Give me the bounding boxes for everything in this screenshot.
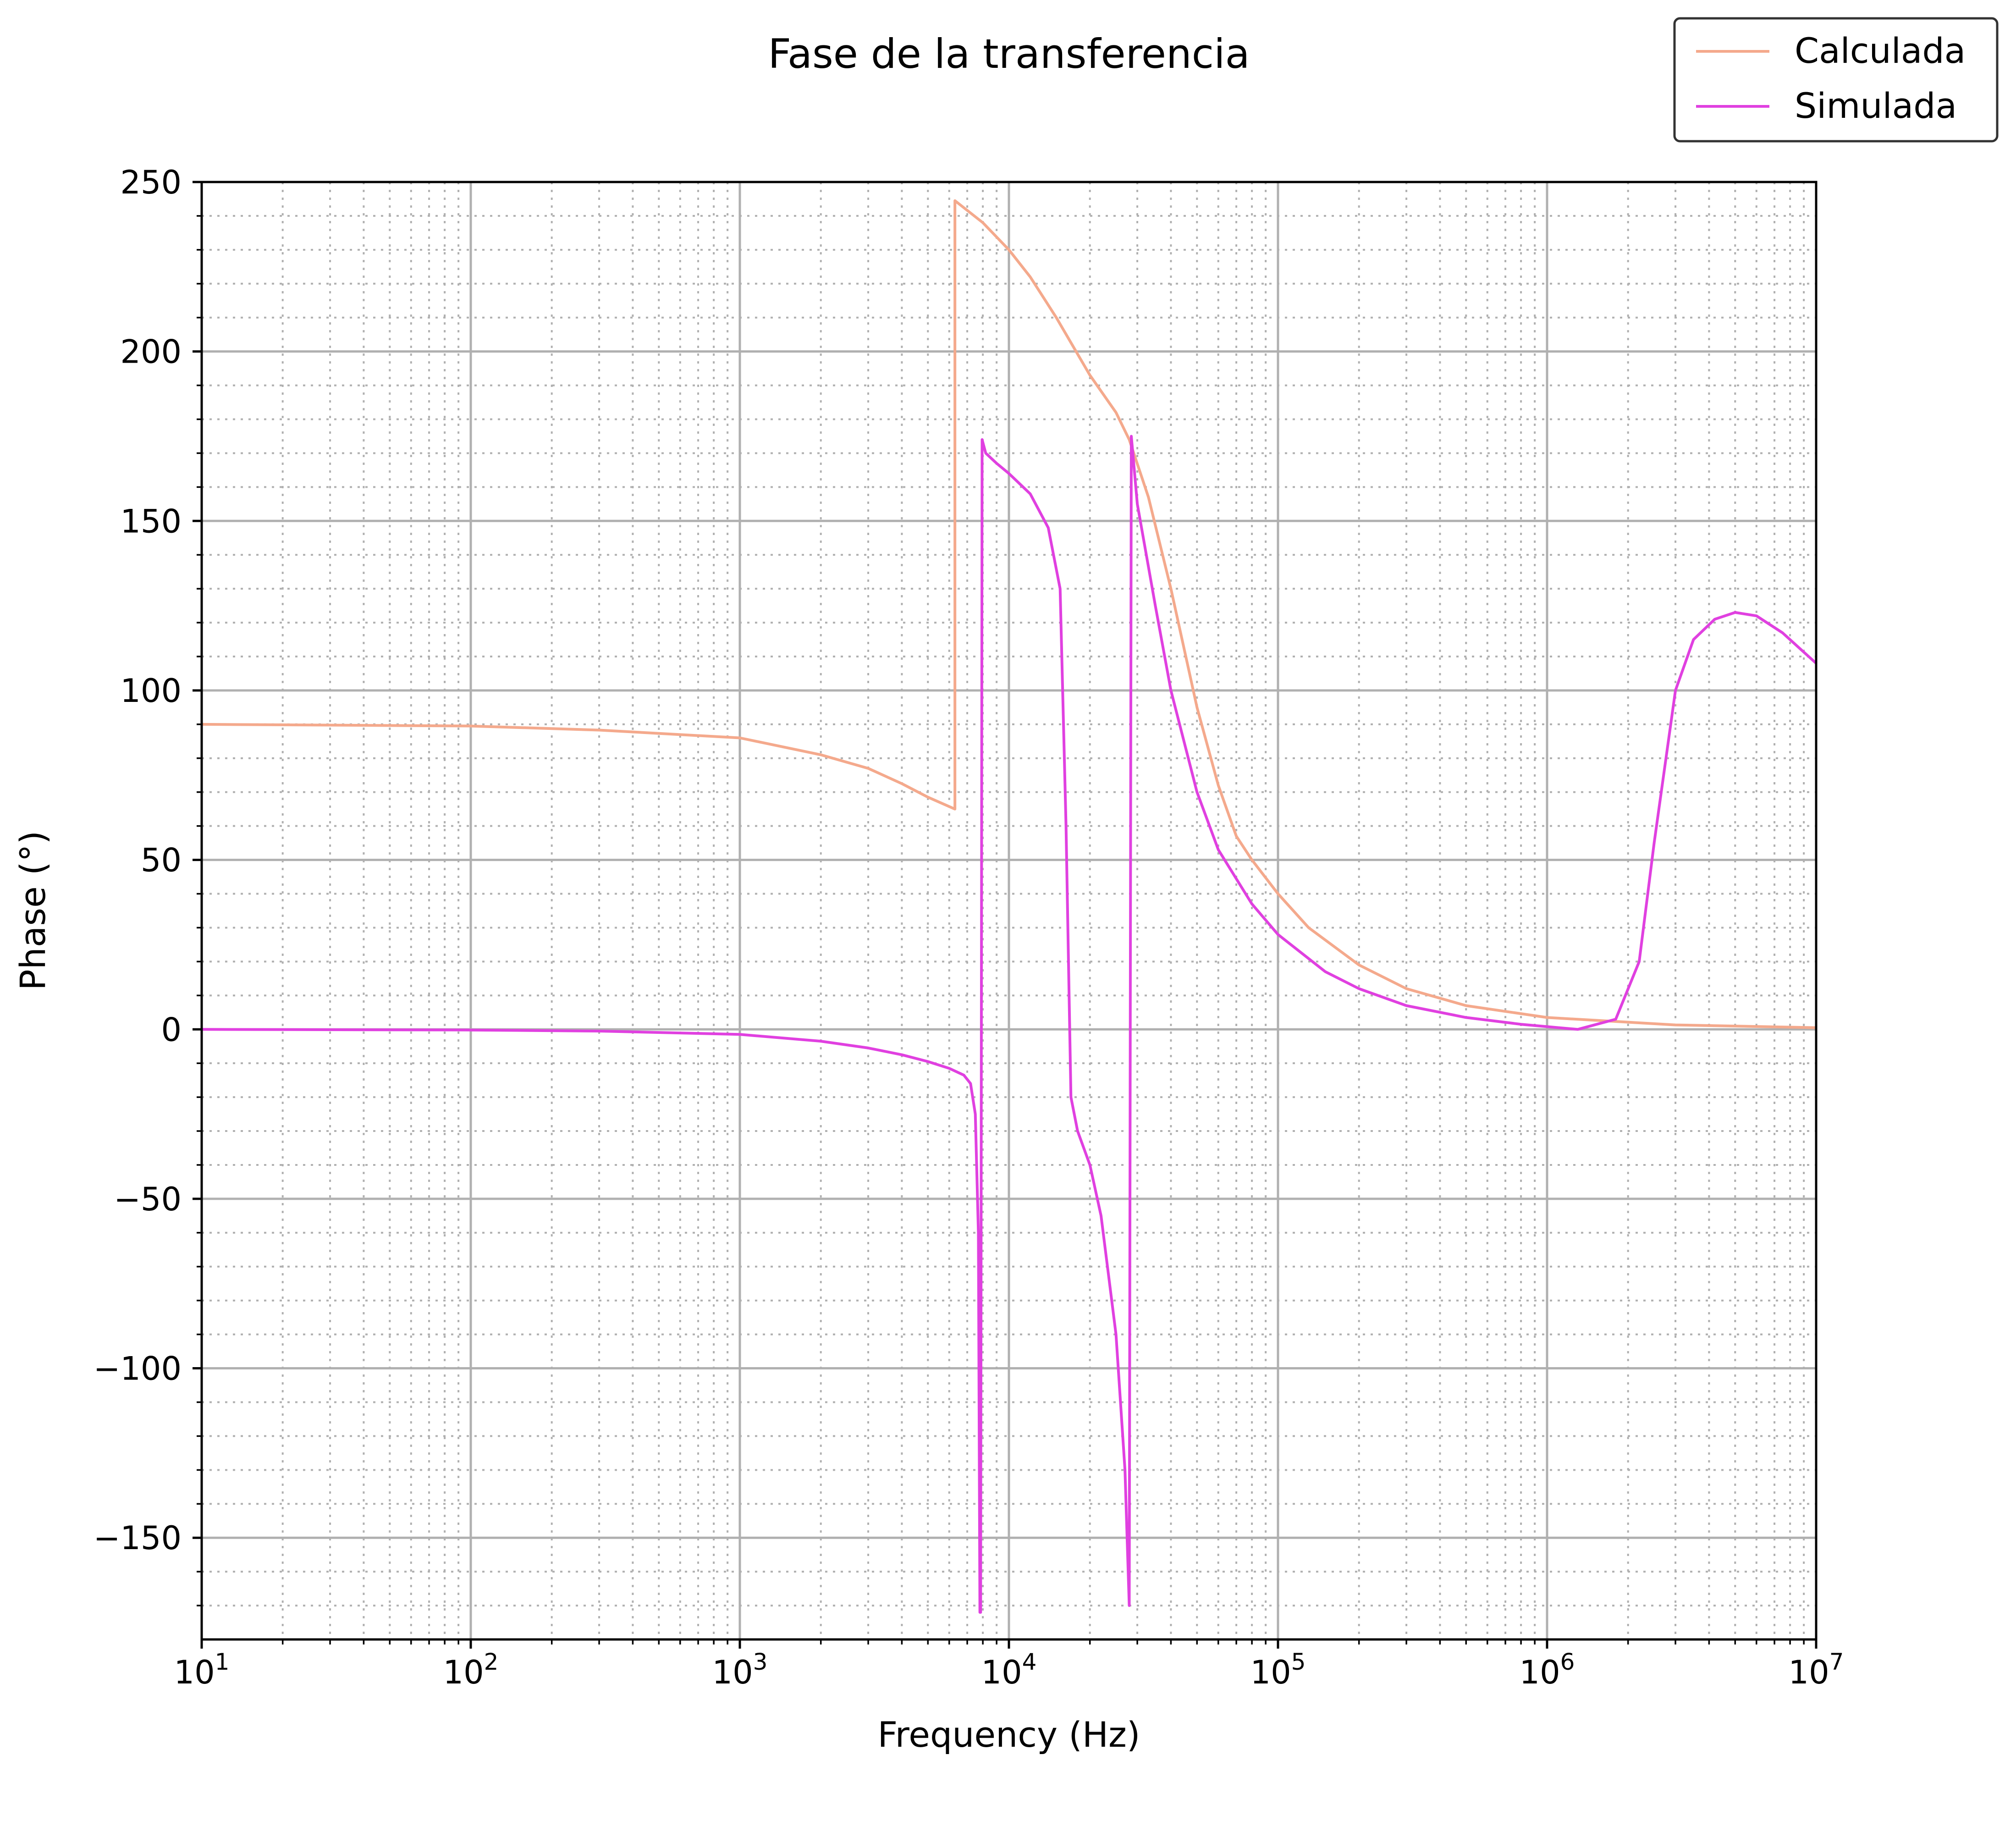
y-tick-label: 150 [120,502,182,540]
y-tick-label: 250 [120,164,182,201]
series-group [201,199,1818,1614]
y-tick-label: −100 [94,1350,182,1388]
x-tick-label: 102 [443,1649,499,1691]
x-tick-label: 103 [712,1649,768,1691]
x-tick-label: 105 [1250,1649,1306,1691]
y-axis-label: Phase (°) [12,831,53,990]
x-tick-label: 101 [174,1649,230,1691]
x-axis-label: Frequency (Hz) [877,1714,1140,1755]
y-tick-label: 50 [141,842,182,879]
legend-label-calculada: Calculada [1795,30,1966,71]
y-tick-label: 0 [161,1011,182,1048]
legend-label-simulada: Simulada [1795,85,1957,126]
series-line-calculada [201,199,1817,1029]
y-tick-label: 200 [120,333,182,371]
y-tick-label: −150 [94,1519,182,1557]
x-tick-label: 104 [981,1649,1037,1691]
grid [200,181,1818,1639]
axis-ticks: 101 102 103 104 105 106 107 250 200 150 100 50 0 −50 −… [94,164,1844,1691]
chart-title: Fase de la transferencia [768,30,1250,77]
x-tick-label: 107 [1789,1649,1844,1691]
x-tick-label: 106 [1520,1649,1575,1691]
legend-box [1673,17,1999,143]
y-tick-label: 100 [120,672,182,710]
legend: Calculada Simulada [1673,17,1999,143]
series-line-simulada [201,435,1818,1614]
y-tick-label: −50 [114,1181,182,1218]
